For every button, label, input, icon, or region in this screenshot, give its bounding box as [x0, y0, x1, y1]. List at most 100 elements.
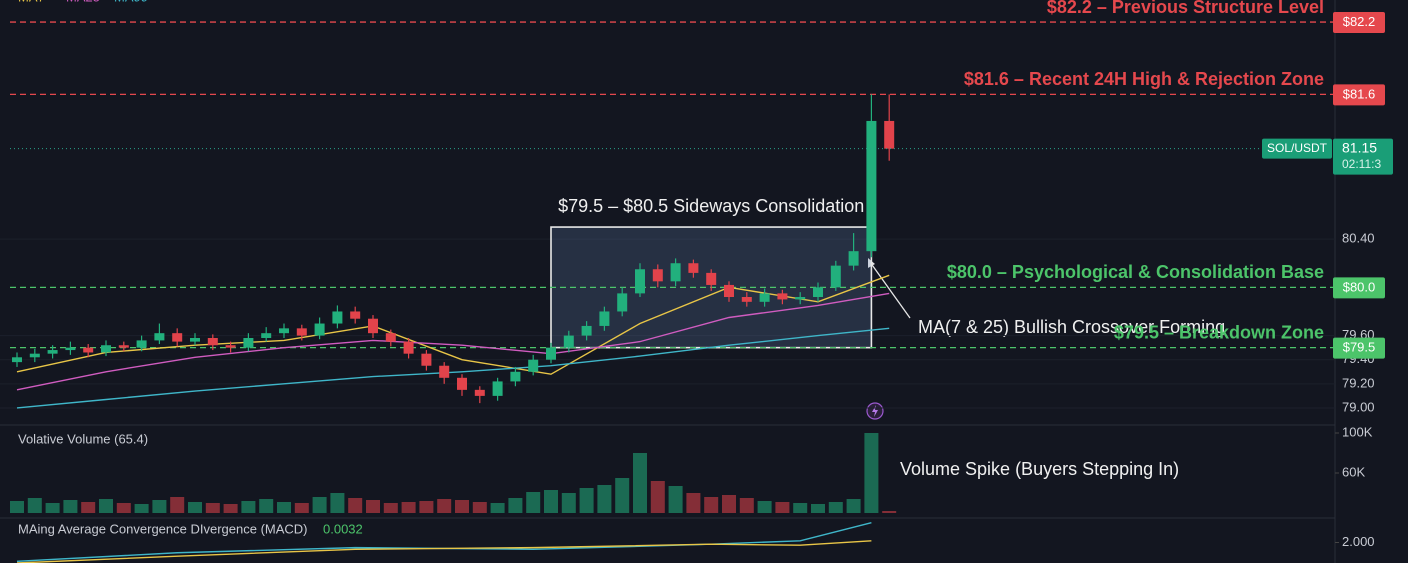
volume-bar: [170, 497, 185, 513]
ma-line: [16, 292, 890, 391]
candle-body: [207, 338, 218, 346]
symbol-tag: [1262, 138, 1332, 159]
volume-bar: [241, 501, 256, 513]
candle-body: [314, 323, 325, 336]
level-tag-label: $81.6: [1343, 86, 1376, 101]
volume-tick-label: 60K: [1342, 464, 1365, 479]
volume-bar: [10, 501, 24, 513]
candle-body: [12, 357, 22, 363]
candle-body: [866, 120, 877, 252]
candle-body: [706, 272, 717, 285]
volume-bar: [81, 502, 96, 513]
candle-body: [599, 311, 610, 326]
volume-bar: [383, 503, 398, 513]
candle-body: [546, 347, 556, 360]
legend-entry: MA25: [66, 0, 100, 4]
last-price-label: 81.15: [1342, 139, 1377, 155]
candle-body: [29, 353, 40, 358]
candle-body: [492, 381, 503, 396]
volume-title: Volative Volume (65.4): [18, 431, 148, 446]
volume-bar: [544, 490, 558, 513]
volume-bar: [615, 478, 630, 513]
level-label: $81.6 – Recent 24H High & Rejection Zone: [964, 69, 1324, 89]
level-label: $80.0 – Psychological & Consolidation Ba…: [947, 262, 1324, 282]
level-tag: [1333, 337, 1385, 359]
candle-body: [439, 365, 450, 378]
volume-bar: [472, 502, 487, 513]
candle-body: [368, 318, 378, 334]
candle-body: [830, 265, 841, 288]
volume-bar: [27, 498, 42, 513]
candle-body: [261, 333, 272, 338]
candle-body: [795, 297, 806, 300]
volume-bar: [348, 498, 363, 513]
level-tag: [1333, 12, 1385, 34]
candle-body: [777, 293, 788, 300]
candle-body: [136, 340, 147, 348]
candle-body: [688, 263, 699, 273]
volume-bar: [312, 497, 327, 513]
legend-entry: MA7: [18, 0, 45, 4]
volume-bar: [561, 493, 576, 513]
level-tag: [1333, 84, 1385, 106]
ma-line: [16, 522, 872, 562]
ma-line: [16, 540, 872, 563]
level-tag-label: $80.0: [1343, 279, 1376, 294]
level-tag: [1333, 277, 1385, 299]
symbol-label: SOL/USDT: [1267, 141, 1328, 155]
ma-line: [16, 274, 890, 375]
candle-body: [403, 341, 414, 354]
volume-bar: [828, 502, 843, 513]
volume-bar: [223, 504, 238, 513]
volume-bar: [188, 502, 202, 513]
countdown-label: 02:11:3: [1342, 157, 1381, 171]
candle-body: [101, 345, 111, 353]
price-tag: [1333, 138, 1393, 175]
level-label: $79.5 – Breakdown Zone: [1114, 322, 1324, 342]
candle-body: [563, 335, 574, 348]
y-tick-label: 80.40: [1342, 231, 1375, 246]
volume-bar: [811, 504, 825, 513]
candle-body: [741, 297, 752, 302]
volume-bar: [650, 481, 665, 513]
volume-bar: [704, 497, 719, 513]
volume-bar: [259, 499, 274, 513]
volume-bar: [508, 498, 523, 513]
volume-bar: [579, 488, 594, 513]
volume-bar: [330, 493, 345, 513]
candle-body: [457, 377, 467, 390]
candle-body: [528, 359, 539, 372]
alert-icon: [866, 402, 884, 420]
candle-body: [385, 333, 396, 342]
volume-annotation: Volume Spike (Buyers Stepping In): [900, 459, 1179, 479]
volume-bar: [633, 453, 647, 513]
volume-bar: [437, 499, 452, 513]
candle-body: [884, 120, 895, 149]
arrow-label: MA(7 & 25) Bullish Crossover Forming: [918, 317, 1225, 337]
candle-body: [83, 347, 94, 353]
volume-bar: [757, 501, 772, 513]
candle-body: [617, 293, 628, 312]
candle-body: [421, 353, 432, 366]
volume-bar: [99, 499, 113, 513]
y-tick-label: 79.20: [1342, 375, 1375, 390]
volume-bar: [455, 500, 469, 513]
candle-body: [350, 311, 361, 319]
y-tick-label: 79.00: [1342, 399, 1375, 414]
candle-body: [474, 389, 485, 396]
candle-body: [154, 333, 165, 341]
candle-body: [190, 338, 200, 342]
macd-value: 0.0032: [323, 521, 363, 536]
level-tag-label: $79.5: [1343, 340, 1376, 355]
box-label: $79.5 – $80.5 Sideways Consolidation: [558, 196, 864, 216]
volume-bar: [401, 502, 416, 513]
candle-body: [172, 333, 183, 342]
candle-body: [243, 338, 254, 348]
candle-body: [813, 287, 823, 297]
volume-bar: [277, 502, 291, 513]
volume-bar: [846, 499, 861, 513]
volume-bar: [686, 493, 701, 513]
ma-line: [16, 327, 890, 409]
